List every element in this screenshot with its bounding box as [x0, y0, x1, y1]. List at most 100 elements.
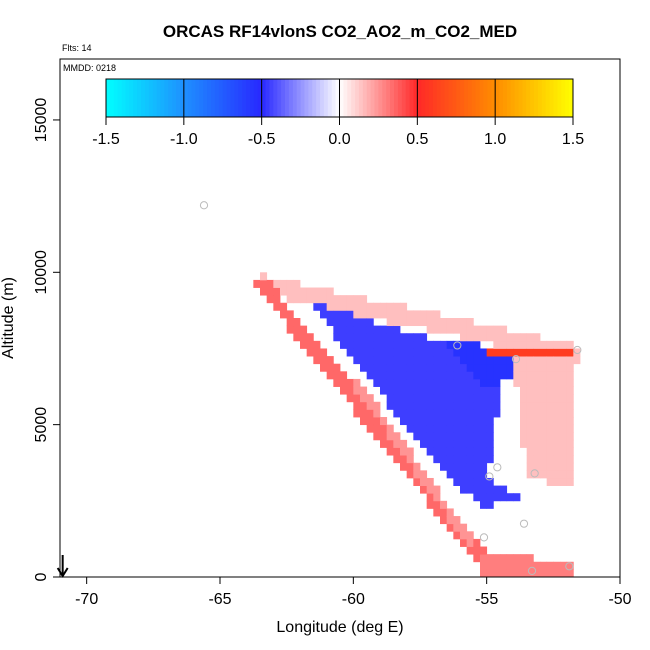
heatmap-cell — [520, 394, 528, 403]
heatmap-cell — [480, 378, 488, 387]
heatmap-cell — [526, 447, 534, 456]
heatmap-cell — [493, 348, 501, 357]
heatmap-cell — [460, 455, 468, 464]
colorbar-segment — [117, 79, 123, 117]
heatmap-cell — [520, 348, 528, 357]
heatmap-cell — [413, 462, 421, 471]
heatmap-cell — [540, 424, 548, 433]
heatmap-cell — [480, 348, 488, 357]
heatmap-cell — [460, 417, 468, 426]
heatmap-cell — [366, 356, 374, 365]
heatmap-cell — [373, 409, 381, 418]
colorbar-segment — [113, 79, 119, 117]
heatmap-cell — [360, 302, 368, 311]
heatmap-cell — [560, 356, 568, 365]
heatmap-cell — [486, 424, 494, 433]
heatmap-cell — [400, 378, 408, 387]
heatmap-cell — [540, 462, 548, 471]
heatmap-cell — [440, 447, 448, 456]
heatmap-cell — [386, 348, 394, 357]
heatmap-cell — [320, 356, 328, 365]
heatmap-cell — [546, 417, 554, 426]
heatmap-cell — [393, 401, 401, 410]
heatmap-cell — [393, 333, 401, 342]
colorbar-segment — [417, 79, 422, 117]
heatmap-cell — [433, 371, 441, 380]
heatmap-cell — [513, 333, 521, 342]
heatmap-cell — [486, 371, 494, 380]
y-tick-label: 0 — [33, 572, 50, 581]
heatmap-cell — [520, 417, 528, 426]
heatmap-cell — [366, 310, 374, 319]
heatmap-cell — [433, 424, 441, 433]
heatmap-cell — [560, 348, 568, 357]
heatmap-cell — [540, 394, 548, 403]
heatmap-cell — [446, 378, 454, 387]
heatmap-cell — [513, 371, 521, 380]
heatmap-cell — [466, 363, 474, 372]
heatmap-cell — [473, 546, 481, 555]
heatmap-cell — [453, 394, 461, 403]
heatmap-cell — [420, 485, 428, 494]
heatmap-cell — [400, 310, 408, 319]
colorbar-segment — [125, 79, 130, 117]
heatmap-cell — [400, 386, 408, 395]
y-axis-label: Altitude (m) — [0, 277, 17, 359]
heatmap-cell — [553, 348, 561, 357]
heatmap-cell — [406, 333, 414, 342]
heatmap-cell — [360, 401, 368, 410]
heatmap-cell — [293, 287, 301, 296]
heatmap-cell — [420, 417, 428, 426]
colorbar-segment — [242, 79, 247, 117]
heatmap-cell — [500, 485, 508, 494]
heatmap-cell — [466, 356, 474, 365]
heatmap-cell — [453, 417, 461, 426]
colorbar-segment — [390, 79, 395, 117]
heatmap-cell — [446, 318, 454, 327]
heatmap-cell — [353, 386, 361, 395]
heatmap-cell — [466, 409, 474, 418]
heatmap-cell — [306, 333, 314, 342]
heatmap-cell — [286, 310, 294, 319]
heatmap-cell — [366, 348, 374, 357]
heatmap-cell — [486, 356, 494, 365]
colorbar-segment — [339, 79, 344, 117]
heatmap-cell — [566, 348, 574, 357]
heatmap-cell — [420, 371, 428, 380]
heatmap-cell — [473, 417, 481, 426]
colorbar-segment — [526, 79, 531, 117]
heatmap-cell — [393, 439, 401, 448]
arrow-head — [56, 567, 69, 578]
colorbar-segment — [405, 79, 411, 117]
heatmap-cell — [506, 569, 514, 578]
heatmap-cell — [413, 348, 421, 357]
colorbar-segment — [109, 79, 115, 117]
colorbar-segment — [281, 79, 286, 117]
heatmap-cell — [506, 554, 514, 563]
heatmap-cell — [340, 378, 348, 387]
heatmap-cell — [360, 409, 368, 418]
heatmap-cell — [300, 340, 308, 349]
heatmap-cell — [566, 340, 574, 349]
heatmap-cell — [413, 394, 421, 403]
heatmap-cell — [473, 394, 481, 403]
heatmap-cell — [373, 432, 381, 441]
heatmap-cell — [366, 325, 374, 334]
heatmap-cell — [440, 409, 448, 418]
heatmap-cell — [473, 424, 481, 433]
colorbar-segment — [176, 79, 181, 117]
colorbar-segment — [296, 79, 302, 117]
colorbar-segment — [288, 79, 294, 117]
heatmap-cell — [346, 333, 354, 342]
colorbar-segment — [148, 79, 154, 117]
sample-point — [479, 533, 489, 542]
heatmap-cell — [480, 424, 488, 433]
heatmap-cell — [526, 432, 534, 441]
heatmap-cell — [426, 371, 434, 380]
heatmap-cell — [526, 378, 534, 387]
heatmap-cell — [433, 340, 441, 349]
heatmap-cell — [386, 302, 394, 311]
heatmap-cell — [446, 455, 454, 464]
heatmap-cell — [486, 409, 494, 418]
heatmap-cell — [460, 356, 468, 365]
